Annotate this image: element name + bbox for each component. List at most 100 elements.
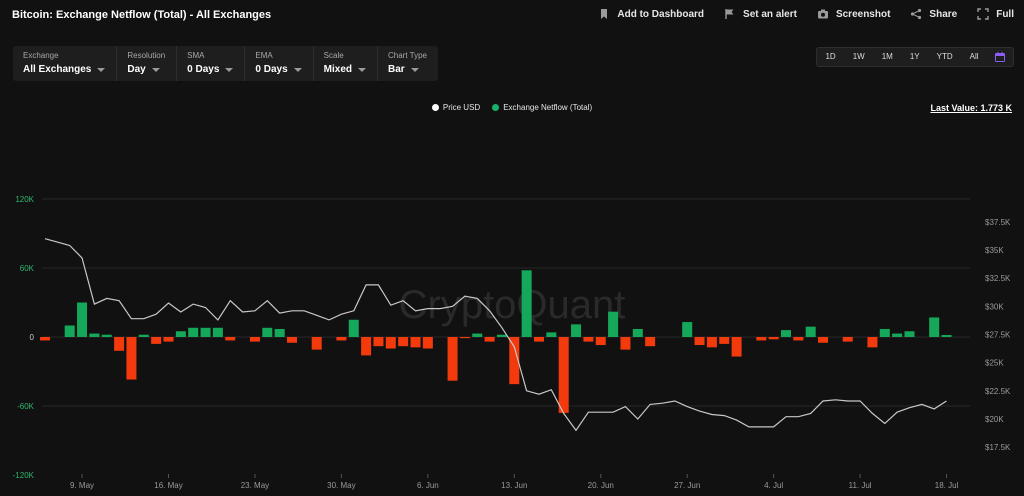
exchange-select[interactable]: Exchange All Exchanges <box>13 46 118 81</box>
netflow-bar <box>620 337 631 350</box>
chart-controls: Exchange All Exchanges Resolution Day SM… <box>13 46 438 81</box>
legend-item-price[interactable]: Price USD <box>431 103 481 112</box>
camera-icon <box>817 9 828 19</box>
ema-select[interactable]: EMA 0 Days <box>245 46 314 81</box>
chevron-down-icon <box>293 67 302 72</box>
resolution-select[interactable]: Resolution Day <box>117 46 178 81</box>
legend-dot-price <box>431 104 439 111</box>
netflow-bar <box>645 337 656 347</box>
netflow-bar <box>867 337 878 348</box>
time-range-selector: 1D 1W 1M 1Y YTD All <box>815 47 1014 67</box>
share-icon <box>911 8 922 20</box>
x-axis-tick-label: 6. Jun <box>417 481 439 490</box>
netflow-bar <box>200 327 211 337</box>
right-axis-tick-label: $17.5K <box>985 443 1011 452</box>
scale-select[interactable]: Scale Mixed <box>314 46 379 81</box>
alert-icon <box>725 9 734 19</box>
last-value-link[interactable]: Last Value: 1.773 K <box>930 103 1012 113</box>
netflow-bar <box>558 337 569 413</box>
netflow-bar <box>151 337 162 344</box>
x-axis-tick-label: 11. Jul <box>849 481 872 490</box>
netflow-bar <box>941 334 952 337</box>
chevron-down-icon <box>225 67 234 72</box>
netflow-bar <box>534 337 544 342</box>
sma-select-value: 0 Days <box>187 64 220 75</box>
screenshot-button[interactable]: Screenshot <box>817 8 890 20</box>
set-alert-label: Set an alert <box>743 8 797 20</box>
fullscreen-button[interactable]: Full <box>977 8 1014 20</box>
netflow-bar <box>447 337 458 381</box>
netflow-bar <box>77 302 88 337</box>
price-line-group <box>44 238 947 432</box>
netflow-bar <box>694 337 705 346</box>
netflow-bar <box>274 328 285 337</box>
right-axis-tick-label: $35K <box>985 246 1004 255</box>
netflow-bar <box>262 327 273 337</box>
netflow-bar <box>398 337 409 347</box>
legend-dot-netflow <box>492 104 500 111</box>
right-axis-tick-label: $30K <box>985 302 1004 311</box>
right-axis-tick-label: $20K <box>985 415 1004 424</box>
netflow-bar <box>114 337 125 351</box>
sma-select-label: SMA <box>187 51 205 60</box>
netflow-bar <box>929 317 940 337</box>
netflow-bar <box>879 328 890 337</box>
scale-select-label: Scale <box>323 51 344 60</box>
left-axis-tick-label: -120K <box>13 471 35 480</box>
range-ytd-button[interactable]: YTD <box>936 52 953 61</box>
share-label: Share <box>929 8 958 20</box>
x-axis-tick-label: 27. Jun <box>674 481 700 490</box>
x-axis-tick-label: 30. May <box>327 481 355 490</box>
range-1y-button[interactable]: 1Y <box>909 52 920 61</box>
netflow-bar <box>212 327 223 337</box>
range-1d-button[interactable]: 1D <box>825 52 836 61</box>
resolution-select-value: Day <box>127 64 146 75</box>
netflow-bar <box>781 330 791 337</box>
calendar-button[interactable] <box>987 52 1013 62</box>
netflow-bar <box>583 337 594 342</box>
range-1w-button[interactable]: 1W <box>852 52 865 61</box>
add-to-dashboard-label: Add to Dashboard <box>617 8 705 20</box>
left-axis-tick-label: -60K <box>17 402 35 411</box>
x-axis-tick-label: 18. Jul <box>935 481 959 490</box>
legend-label-netflow: Exchange Netflow (Total) <box>503 103 593 112</box>
add-to-dashboard-button[interactable]: Add to Dashboard <box>598 8 704 20</box>
netflow-bar <box>892 333 903 337</box>
netflow-bar <box>175 331 186 337</box>
range-1m-button[interactable]: 1M <box>881 52 893 61</box>
legend-item-netflow[interactable]: Exchange Netflow (Total) <box>492 103 592 112</box>
share-button[interactable]: Share <box>910 8 957 20</box>
netflow-bar <box>459 337 470 339</box>
netflow-bar <box>509 337 520 385</box>
fullscreen-label: Full <box>996 8 1014 20</box>
netflow-bar <box>163 337 174 342</box>
sma-select[interactable]: SMA 0 Days <box>177 46 246 81</box>
left-axis-tick-label: 60K <box>20 264 35 273</box>
x-axis-tick-label: 16. May <box>154 481 182 490</box>
netflow-bar <box>904 331 915 337</box>
legend-label-price: Price USD <box>442 103 481 112</box>
chart-type-select[interactable]: Chart Type Bar <box>378 46 438 81</box>
right-axis-tick-label: $37.5K <box>985 218 1011 227</box>
set-alert-button[interactable]: Set an alert <box>724 8 797 20</box>
chart-type-select-label: Chart Type <box>388 51 427 60</box>
chevron-down-icon <box>97 67 106 72</box>
netflow-bars <box>40 270 952 413</box>
netflow-bar <box>472 333 483 337</box>
exchange-select-value: All Exchanges <box>23 64 92 75</box>
netflow-bar <box>632 328 643 337</box>
netflow-bar <box>484 337 495 342</box>
netflow-bar <box>768 337 779 340</box>
range-all-button[interactable]: All <box>969 52 979 61</box>
netflow-bar <box>422 337 433 349</box>
calendar-icon <box>995 52 1005 62</box>
fullscreen-icon <box>977 8 989 20</box>
netflow-bar <box>521 270 532 337</box>
ema-select-label: EMA <box>255 51 273 60</box>
netflow-bar <box>287 337 297 343</box>
netflow-bar <box>682 322 693 337</box>
right-axis-tick-label: $27.5K <box>985 331 1011 340</box>
netflow-bar <box>225 337 236 341</box>
netflow-bar <box>348 319 359 337</box>
ema-select-value: 0 Days <box>255 64 288 75</box>
